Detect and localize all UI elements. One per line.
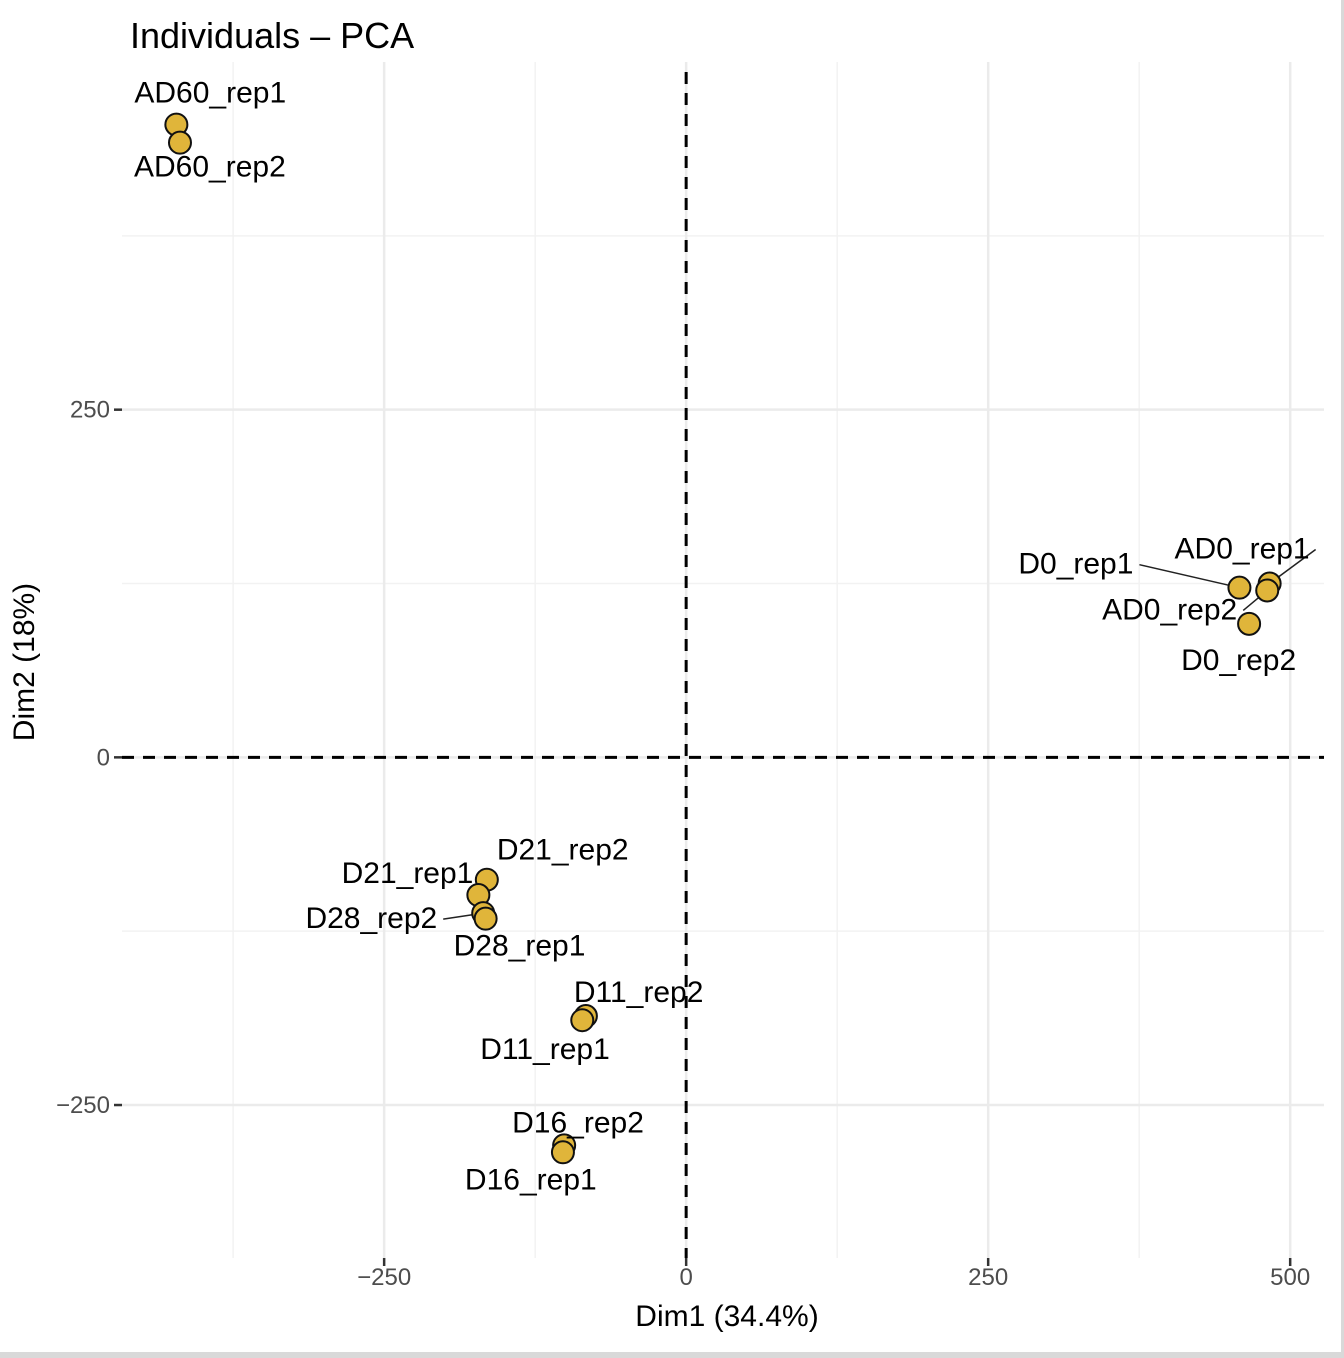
point-label: AD0_rep1 <box>1175 533 1310 566</box>
y-tick-label: 0 <box>97 744 110 771</box>
x-tick-label: 0 <box>679 1264 692 1291</box>
point-labels: AD60_rep1 AD60_rep2 AD0_rep1 D0_rep1 AD0_rep… <box>134 77 1310 1197</box>
leader-line <box>1139 563 1240 589</box>
data-points <box>164 112 1282 1165</box>
point-label: D11_rep2 <box>574 976 704 1009</box>
point-label: D21_rep1 <box>342 857 474 890</box>
point-label: D0_rep2 <box>1181 644 1296 677</box>
reference-lines <box>122 72 1324 1258</box>
grid-lines <box>122 62 1324 1258</box>
point-label: D28_rep1 <box>454 930 586 963</box>
x-tick-label: 500 <box>1270 1264 1310 1291</box>
data-point <box>1227 575 1252 600</box>
data-point <box>1237 611 1262 636</box>
chart-title: Individuals – PCA <box>130 15 414 56</box>
data-point <box>1255 578 1280 603</box>
axes: −250 0 250 500 −250 0 250 <box>56 397 1310 1291</box>
x-tick-label: 250 <box>968 1264 1008 1291</box>
point-label: D28_rep2 <box>305 902 437 935</box>
point-label: D16_rep1 <box>465 1163 597 1196</box>
data-point <box>570 1008 595 1033</box>
data-point <box>167 130 192 155</box>
point-label: AD60_rep2 <box>134 151 286 184</box>
x-tick-label: −250 <box>357 1264 411 1291</box>
y-tick-label: 250 <box>70 397 110 424</box>
data-point <box>473 906 498 931</box>
point-label: AD0_rep2 <box>1102 593 1237 626</box>
y-tick-label: −250 <box>56 1092 110 1119</box>
y-axis-title: Dim2 (18%) <box>8 583 41 741</box>
x-axis-title: Dim1 (34.4%) <box>635 1300 818 1333</box>
point-label: D11_rep1 <box>480 1033 610 1066</box>
data-point <box>550 1140 575 1165</box>
point-label: D21_rep2 <box>497 834 629 867</box>
point-label: D16_rep2 <box>512 1106 644 1139</box>
point-label: D0_rep1 <box>1018 548 1133 581</box>
point-label: AD60_rep1 <box>134 77 286 110</box>
